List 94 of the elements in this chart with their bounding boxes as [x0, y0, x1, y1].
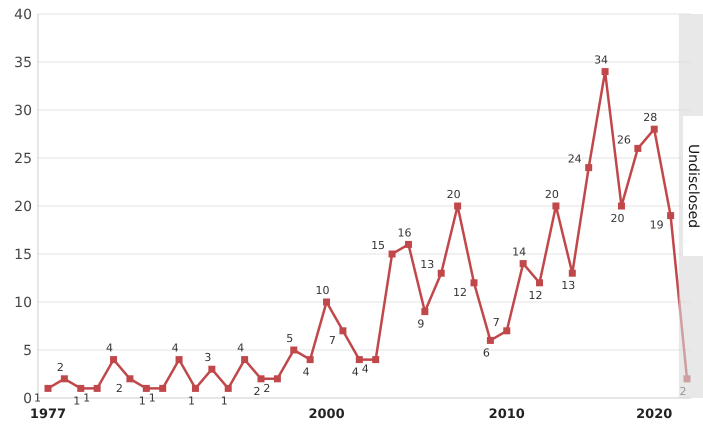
point [258, 375, 264, 382]
point [94, 384, 101, 392]
point [634, 144, 642, 152]
data-label: 20 [446, 188, 461, 201]
annotation: Undisclosed [685, 144, 701, 228]
point [486, 336, 494, 344]
data-label: 34 [594, 54, 608, 67]
data-label: 4 [302, 366, 310, 379]
point [438, 270, 445, 277]
data-label: 4 [352, 366, 359, 379]
point [356, 356, 363, 364]
data-label: 4 [237, 342, 244, 355]
data-label: 28 [643, 111, 658, 124]
point [290, 346, 298, 354]
data-label: 12 [453, 286, 467, 299]
x-tick-label: 1977 [30, 407, 66, 422]
point [60, 375, 68, 382]
point [667, 212, 674, 220]
point [44, 384, 52, 392]
data-label: 26 [616, 133, 631, 146]
data-label: 24 [568, 152, 582, 166]
data-label: 1 [73, 394, 80, 408]
y-tick-label: 20 [14, 199, 32, 215]
data-label: 7 [328, 334, 336, 347]
x-tick-label: 2010 [488, 407, 525, 422]
point [503, 327, 510, 334]
data-label: 16 [397, 226, 412, 240]
data-label: 13 [420, 258, 434, 272]
y-tick-label: 40 [14, 7, 32, 23]
point [323, 298, 330, 306]
y-tick-label: 10 [14, 295, 32, 311]
point [421, 308, 428, 316]
point [208, 366, 216, 373]
data-label: 19 [650, 218, 664, 232]
data-label: 4 [362, 362, 369, 376]
data-label: 2 [56, 360, 64, 374]
point [274, 375, 281, 382]
point [650, 126, 658, 133]
data-label: 2 [116, 382, 123, 395]
data-label: 1 [148, 391, 156, 404]
point [110, 356, 118, 364]
y-tick-label: 5 [23, 343, 32, 359]
y-tick-label: 25 [14, 151, 32, 167]
point [339, 327, 346, 334]
point [159, 384, 166, 392]
data-label: 1 [188, 394, 195, 408]
data-label: 12 [528, 288, 543, 302]
x-tick-label: 2000 [308, 407, 345, 422]
data-label: 14 [512, 246, 526, 259]
data-label: 20 [544, 188, 559, 201]
data-label: 1 [138, 394, 146, 408]
point [520, 260, 527, 268]
point [684, 375, 690, 382]
data-label: 5 [286, 332, 294, 345]
y-tick-label: 35 [14, 55, 32, 71]
data-label: 4 [106, 342, 114, 355]
point [536, 279, 544, 286]
data-label: 2 [263, 382, 270, 395]
data-label: 2 [680, 384, 686, 398]
point [404, 240, 412, 248]
y-tick-label: 15 [14, 247, 32, 263]
data-label: 10 [316, 284, 330, 297]
data-label: 1 [220, 394, 228, 408]
point [224, 384, 232, 392]
point [372, 356, 380, 364]
point [388, 250, 396, 258]
data-label: 3 [204, 351, 212, 364]
point [126, 375, 134, 382]
data-label: 1 [34, 391, 41, 404]
point [192, 384, 199, 392]
data-label: 9 [417, 318, 424, 331]
point [552, 202, 560, 210]
data-label: 2 [254, 384, 260, 398]
x-tick-label: 2020 [636, 407, 672, 422]
data-label: 6 [482, 346, 490, 360]
point [470, 279, 478, 286]
point [454, 202, 462, 210]
point [618, 202, 625, 210]
data-label: 20 [610, 212, 624, 225]
y-tick-label: 0 [23, 391, 32, 407]
point [142, 384, 150, 392]
data-label: 4 [172, 342, 179, 355]
point [602, 68, 609, 76]
point [241, 356, 248, 364]
data-label: 15 [371, 239, 386, 252]
data-label: 13 [561, 279, 576, 292]
point [306, 356, 314, 364]
data-label: 7 [492, 316, 500, 329]
data-label: 1 [83, 391, 90, 404]
point [176, 356, 183, 364]
point [568, 270, 576, 277]
point [77, 384, 84, 392]
point [585, 164, 592, 172]
y-tick-label: 30 [14, 103, 32, 119]
